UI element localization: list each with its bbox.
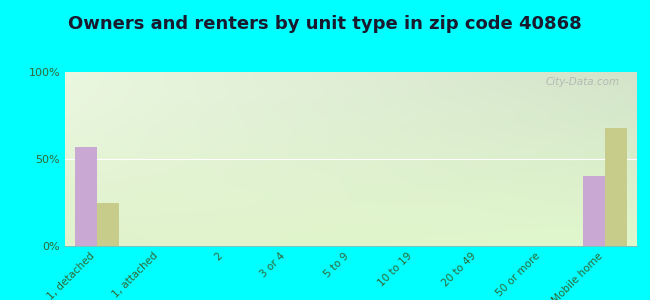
- Bar: [605, 128, 627, 246]
- Text: Owners and renters by unit type in zip code 40868: Owners and renters by unit type in zip c…: [68, 15, 582, 33]
- Text: City-Data.com: City-Data.com: [546, 77, 620, 87]
- Bar: [97, 202, 119, 246]
- Bar: [75, 147, 97, 246]
- Bar: [583, 176, 605, 246]
